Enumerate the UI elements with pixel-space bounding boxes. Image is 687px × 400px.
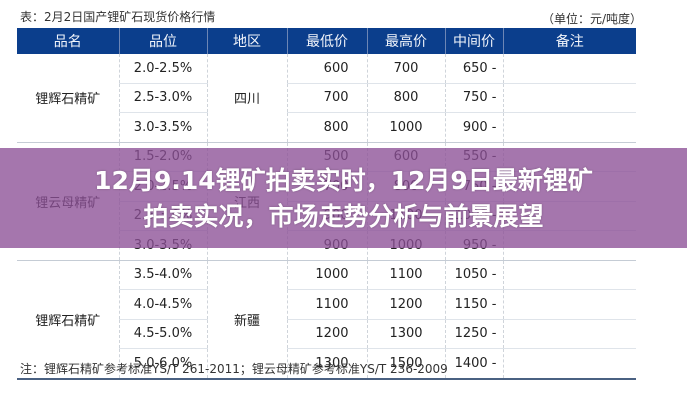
remark-dash: - — [491, 355, 497, 371]
low-price-cell: 1100 — [287, 289, 368, 320]
region-cell: 四川 — [207, 54, 288, 143]
mid-price-value: 900 — [462, 119, 488, 135]
table-row: 2.5-3.0% 700 800 750 - — [17, 83, 636, 113]
remark-cell — [503, 112, 636, 143]
remark-dash: - — [491, 267, 497, 283]
grade-cell: 4.5-5.0% — [119, 319, 208, 349]
headline-line-1: 12月9.14锂矿拍卖实时，12月9日最新锂矿 — [94, 166, 593, 195]
table-row: 锂辉石精矿 3.5-4.0% 新疆 1000 1100 1050 - — [17, 260, 636, 380]
header-low-price: 最低价 — [287, 28, 368, 54]
mid-price-value: 750 — [462, 90, 488, 106]
table-row: 4.5-5.0% 1200 1300 1250 - — [17, 319, 636, 349]
mid-price-value: 1400 — [454, 355, 488, 371]
mid-price-value: 1050 — [454, 267, 488, 283]
remark-cell — [503, 319, 636, 349]
headline: 12月9.14锂矿拍卖实时，12月9日最新锂矿 拍卖实况，市场走势分析与前景展望 — [0, 163, 687, 235]
grade-cell: 4.0-4.5% — [119, 289, 208, 320]
remark-dash: - — [491, 60, 497, 76]
high-price-cell: 1000 — [367, 112, 446, 143]
grade-cell: 5.0-6.0% — [119, 348, 208, 380]
mid-price-cell: 900 - — [445, 112, 504, 143]
remark-cell — [503, 83, 636, 113]
header-product: 品名 — [17, 28, 120, 54]
mid-price-cell: 750 - — [445, 83, 504, 113]
region-cell: 新疆 — [207, 260, 288, 380]
remark-dash: - — [491, 326, 497, 342]
grade-cell: 3.5-4.0% — [119, 260, 208, 290]
remark-dash: - — [491, 90, 497, 106]
headline-line-2: 拍卖实况，市场走势分析与前景展望 — [143, 202, 544, 231]
header-region: 地区 — [207, 28, 288, 54]
grade-cell: 2.0-2.5% — [119, 54, 208, 84]
grade-cell: 3.0-3.5% — [119, 112, 208, 143]
remark-cell — [503, 54, 636, 84]
header-grade: 品位 — [119, 28, 208, 54]
mid-price-value: 1150 — [454, 296, 488, 312]
mid-price-cell: 1050 - — [445, 260, 504, 290]
mid-price-cell: 650 - — [445, 54, 504, 84]
headline-banner — [0, 148, 687, 248]
low-price-cell: 1200 — [287, 319, 368, 349]
remark-dash: - — [491, 296, 497, 312]
low-price-cell: 700 — [287, 83, 368, 113]
mid-price-value: 650 — [462, 60, 488, 76]
remark-cell — [503, 260, 636, 290]
high-price-cell: 1200 — [367, 289, 446, 320]
high-price-cell: 700 — [367, 54, 446, 84]
unit-label: （单位：元/吨度） — [541, 12, 642, 26]
high-price-cell: 1100 — [367, 260, 446, 290]
low-price-cell: 800 — [287, 112, 368, 143]
table-footnote: 注：锂辉石精矿参考标准YS/T 261-2011；锂云母精矿参考标准YS/T 2… — [20, 362, 448, 376]
low-price-cell: 1000 — [287, 260, 368, 290]
mid-price-cell: 1400 - — [445, 348, 504, 380]
header-mid-price: 中间价 — [445, 28, 504, 54]
table-row: 锂辉石精矿 2.0-2.5% 四川 600 700 650 - — [17, 54, 636, 143]
table-row: 3.0-3.5% 800 1000 900 - — [17, 112, 636, 143]
grade-cell: 2.5-3.0% — [119, 83, 208, 113]
table-caption: 表：2月2日国产锂矿石现货价格行情 — [20, 10, 216, 24]
header-remark: 备注 — [503, 28, 636, 54]
table-header-row: 品名 品位 地区 最低价 最高价 中间价 备注 — [17, 28, 636, 54]
remark-cell — [503, 348, 636, 380]
high-price-cell: 1500 — [367, 348, 446, 380]
mid-price-value: 1250 — [454, 326, 488, 342]
product-cell: 锂辉石精矿 — [17, 260, 120, 380]
remark-dash: - — [491, 119, 497, 135]
mid-price-cell: 1150 - — [445, 289, 504, 320]
header-high-price: 最高价 — [367, 28, 446, 54]
table-row: 5.0-6.0% 1300 1500 1400 - — [17, 348, 636, 380]
table-row: 4.0-4.5% 1100 1200 1150 - — [17, 289, 636, 320]
low-price-cell: 600 — [287, 54, 368, 84]
high-price-cell: 1300 — [367, 319, 446, 349]
mid-price-cell: 1250 - — [445, 319, 504, 349]
low-price-cell: 1300 — [287, 348, 368, 380]
high-price-cell: 800 — [367, 83, 446, 113]
product-cell: 锂辉石精矿 — [17, 54, 120, 143]
remark-cell — [503, 289, 636, 320]
